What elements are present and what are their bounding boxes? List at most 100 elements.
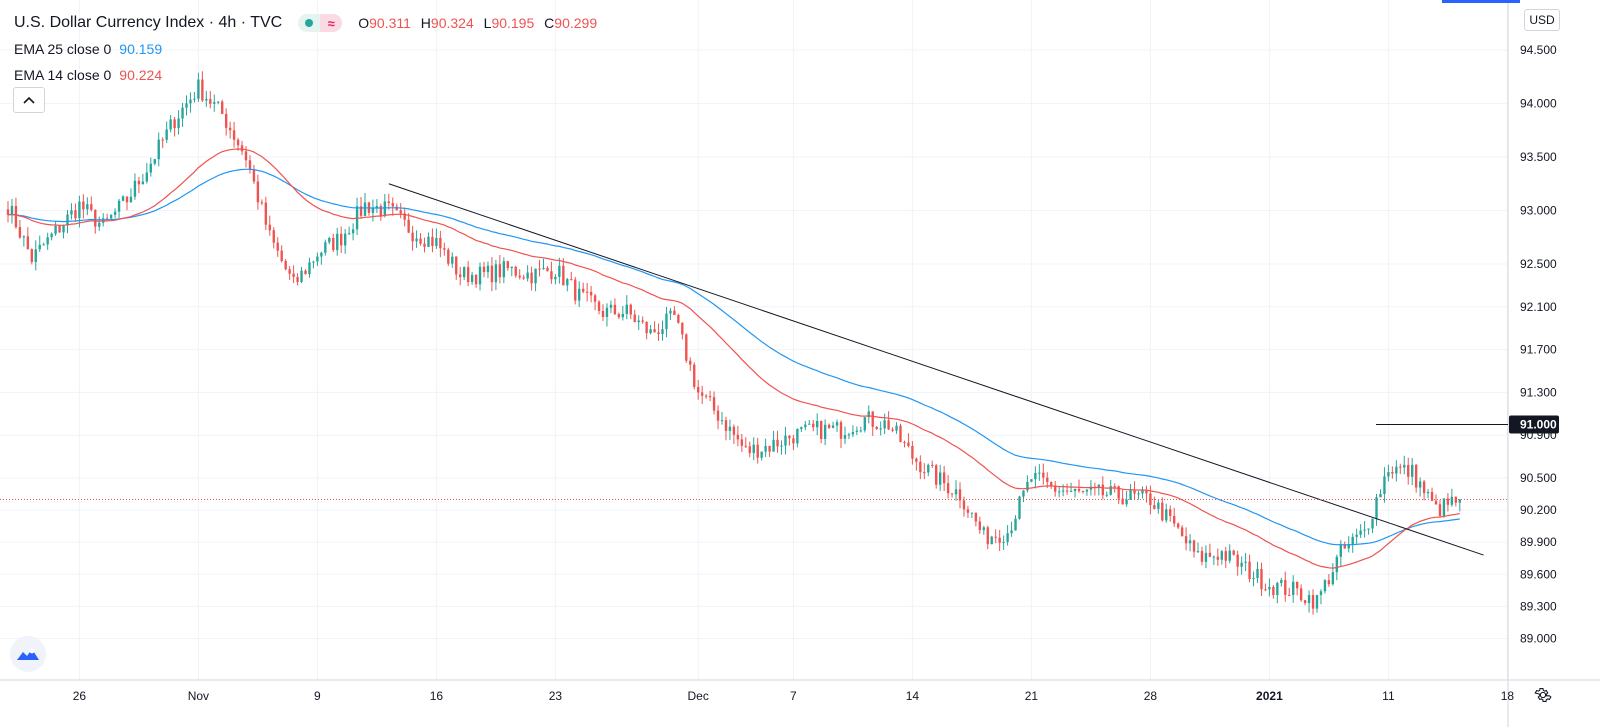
candle-body: [530, 272, 533, 284]
candle-body: [1347, 544, 1350, 549]
candle-body: [863, 417, 866, 431]
candle-body: [224, 113, 228, 128]
trendline[interactable]: [388, 183, 1484, 556]
candle-body: [875, 426, 878, 429]
candle-body: [1157, 502, 1160, 509]
candle-body: [1315, 595, 1319, 609]
y-tick-label: 90.200: [1520, 503, 1557, 517]
candle-body: [165, 129, 168, 140]
candle-body: [391, 203, 394, 207]
y-tick-label: 90.500: [1520, 471, 1557, 485]
candle-body: [966, 509, 970, 513]
candle-body: [728, 426, 732, 431]
indicator-ema14-row[interactable]: EMA 14 close 0 90.224: [14, 62, 603, 88]
candle-body: [534, 268, 537, 284]
candle-body: [1422, 481, 1426, 494]
candle-body: [42, 244, 45, 246]
symbol-title[interactable]: U.S. Dollar Currency Index · 4h · TVC: [14, 14, 283, 31]
candle-body: [1276, 583, 1279, 596]
candle-body: [689, 360, 692, 365]
candle-body: [478, 266, 482, 285]
y-tick-label: 92.500: [1520, 257, 1557, 271]
indicator-ema25-row[interactable]: EMA 25 close 0 90.159: [14, 36, 603, 62]
candle-body: [1109, 486, 1112, 495]
x-tick-label: 28: [1144, 689, 1158, 703]
market-open-dot-icon: [298, 14, 321, 32]
candle-body: [744, 445, 747, 447]
candle-body: [700, 392, 704, 396]
candle-body: [427, 236, 430, 247]
candle-body: [387, 201, 390, 204]
x-tick-label: Dec: [688, 689, 709, 703]
candle-body: [1204, 552, 1208, 562]
candle-body: [784, 435, 787, 446]
candle-body: [720, 420, 724, 422]
candle-body: [1057, 491, 1061, 493]
candle-body: [1284, 580, 1287, 595]
candle-body: [950, 493, 954, 495]
candle-body: [1061, 490, 1065, 492]
candle-body: [415, 238, 418, 242]
gear-icon[interactable]: [1532, 684, 1554, 706]
candle-body: [185, 103, 188, 108]
candle-body: [1240, 562, 1243, 567]
candle-body: [514, 266, 517, 276]
candle-body: [1248, 561, 1251, 580]
price-axis[interactable]: 94.500 94.000 93.500 93.000 92.500 92.100 91.7…: [1520, 43, 1557, 646]
candle-body: [455, 256, 458, 275]
candle-body: [819, 421, 823, 439]
x-tick-label: 2021: [1256, 689, 1283, 703]
candle-body: [312, 261, 315, 263]
candle-body: [724, 420, 728, 431]
tradingview-logo-icon[interactable]: [10, 636, 46, 672]
candle-body: [907, 442, 910, 446]
candle-body: [946, 483, 950, 494]
candle-body: [526, 272, 529, 279]
candle-body: [447, 249, 450, 264]
candle-body: [443, 248, 446, 250]
x-tick-label: 18: [1501, 689, 1515, 703]
candle-body: [121, 196, 125, 201]
candle-body: [351, 229, 355, 234]
candle-body: [800, 427, 803, 430]
candle-body: [328, 238, 331, 243]
candle-body: [66, 214, 69, 226]
candle-body: [962, 500, 966, 510]
candle-body: [296, 276, 299, 283]
candle-body: [601, 311, 605, 317]
candle-body: [581, 288, 585, 292]
candle-body: [1200, 551, 1204, 562]
candle-body: [681, 322, 684, 335]
candle-body: [1395, 466, 1398, 474]
candle-body: [867, 411, 870, 418]
candle-body: [359, 206, 363, 216]
candle-body: [177, 118, 180, 129]
candle-body: [217, 101, 220, 103]
candle-body: [693, 364, 696, 387]
candle-body: [1430, 491, 1434, 501]
candle-body: [935, 465, 938, 485]
candle-body: [284, 261, 287, 270]
candle-body: [855, 430, 859, 433]
candle-body: [209, 98, 212, 104]
candle-body: [34, 249, 37, 262]
candle-body: [641, 320, 644, 322]
candle-body: [1268, 586, 1271, 590]
candle-body: [1224, 551, 1227, 561]
candle-body: [1121, 498, 1124, 505]
candle-body: [1335, 556, 1339, 573]
candle-body: [1307, 595, 1311, 604]
candle-body: [895, 425, 898, 431]
candle-body: [343, 233, 347, 246]
candle-body: [1145, 489, 1148, 494]
candle-body: [288, 269, 291, 274]
candle-body: [518, 275, 521, 278]
time-axis[interactable]: 26 Nov 9 16 23 Dec 7 14 21 28 2021 11 18: [73, 689, 1515, 703]
candle-body: [990, 536, 993, 545]
collapse-legend-button[interactable]: [13, 87, 45, 113]
candle-body: [125, 196, 129, 203]
candle-body: [1303, 600, 1307, 604]
y-tick-label: 93.000: [1520, 204, 1557, 218]
currency-button[interactable]: USD: [1524, 9, 1560, 31]
